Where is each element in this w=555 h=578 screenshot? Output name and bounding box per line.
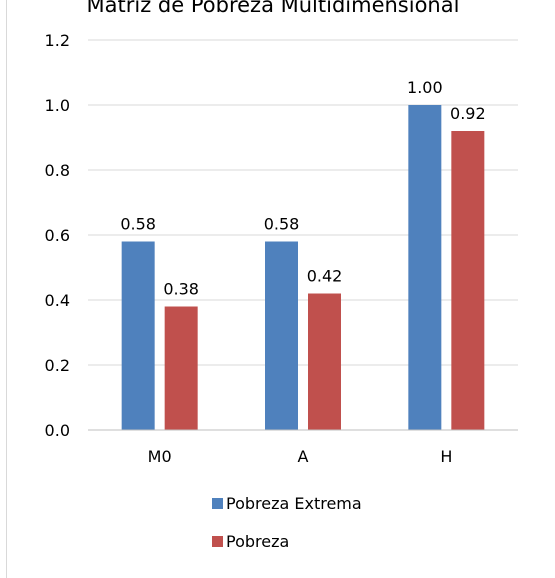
- y-tick-label: 0.8: [45, 161, 70, 180]
- x-axis-tick-labels: M0 A H: [148, 447, 453, 466]
- x-tick-label: A: [298, 447, 309, 466]
- data-label: 0.58: [264, 215, 300, 234]
- bar-A-pobreza: [308, 293, 341, 430]
- y-tick-label: 0.4: [45, 291, 70, 310]
- data-label: 0.92: [450, 104, 486, 123]
- legend: Pobreza Extrema Pobreza: [212, 494, 362, 551]
- data-labels: 0.58 0.38 0.58 0.42 1.00 0.92: [120, 78, 485, 299]
- chart-border: [6, 0, 7, 578]
- y-tick-label: 1.0: [45, 96, 70, 115]
- bar-A-pobreza-extrema: [265, 241, 298, 430]
- y-tick-label: 1.2: [45, 31, 70, 50]
- y-tick-label: 0.6: [45, 226, 70, 245]
- data-label: 0.58: [120, 215, 156, 234]
- y-tick-label: 0.0: [45, 421, 70, 440]
- bar-H-pobreza-extrema: [408, 105, 442, 430]
- data-label: 1.00: [407, 78, 443, 97]
- chart-title: Matriz de Pobreza Multidimensional: [87, 0, 460, 17]
- bar-M0-pobreza-extrema: [121, 241, 155, 430]
- legend-label: Pobreza: [226, 532, 289, 551]
- bars: [121, 105, 485, 430]
- data-label: 0.42: [307, 267, 343, 286]
- legend-label: Pobreza Extrema: [226, 494, 362, 513]
- y-tick-label: 0.2: [45, 356, 70, 375]
- data-label: 0.38: [163, 280, 199, 299]
- x-tick-label: M0: [148, 447, 172, 466]
- gridlines: [88, 39, 518, 366]
- x-tick-label: H: [440, 447, 452, 466]
- y-axis-tick-labels: 0.0 0.2 0.4 0.6 0.8 1.0 1.2: [45, 31, 70, 440]
- legend-swatch: [212, 536, 223, 547]
- bar-M0-pobreza: [164, 306, 198, 430]
- legend-swatch: [212, 498, 223, 509]
- bar-H-pobreza: [451, 131, 485, 430]
